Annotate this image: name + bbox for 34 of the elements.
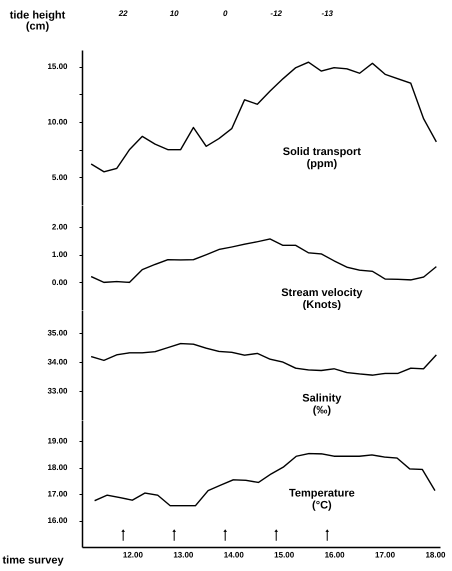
y-tick-label: 18.00 (47, 463, 68, 472)
y-tick-label: 17.00 (47, 490, 68, 499)
line-series (90, 342, 438, 376)
text: 0 (222, 9, 228, 18)
y-tick-label: 10.00 (47, 117, 68, 126)
y-tick-label: 33.00 (47, 386, 68, 396)
y-tick-label: 19.00 (47, 436, 68, 446)
x-tick-label: 13.00 (173, 550, 194, 560)
text: 22 (118, 9, 128, 18)
x-tick-label: 17.00 (375, 550, 396, 560)
x-tick-label: 16.00 (324, 550, 346, 560)
y-tick-label: 5.00 (52, 172, 68, 182)
x-tick-label: 12.00 (122, 550, 144, 560)
series-label: Stream velocity (Knots) (281, 286, 364, 311)
x-tick-label: 14.00 (224, 550, 244, 560)
x-tick-label: 18.00 (425, 550, 446, 560)
y-tick-label: 16.00 (47, 516, 68, 526)
y-tick-label: 2.00 (52, 222, 68, 232)
text: -12 (270, 9, 283, 18)
y-tick-label: 15.00 (47, 62, 68, 72)
series-label: Salinity (‰) (302, 392, 342, 416)
text: 10 (170, 9, 180, 18)
line-series (90, 61, 438, 172)
y-tick-label: 0.00 (52, 278, 68, 287)
x-tick-label: 15.00 (274, 550, 295, 560)
text: Solid transport (ppm) (282, 146, 362, 170)
y-tick-label: 35.00 (47, 328, 68, 338)
y-axis-title: tide height (cm) (10, 10, 66, 32)
line-series (90, 238, 438, 284)
text: -13 (321, 9, 334, 18)
series-label: Temperature (°C) (288, 487, 355, 512)
x-axis-title: time survey (2, 554, 65, 566)
y-tick-label: 1.00 (52, 250, 68, 260)
y-tick-label: 34.00 (47, 358, 68, 367)
